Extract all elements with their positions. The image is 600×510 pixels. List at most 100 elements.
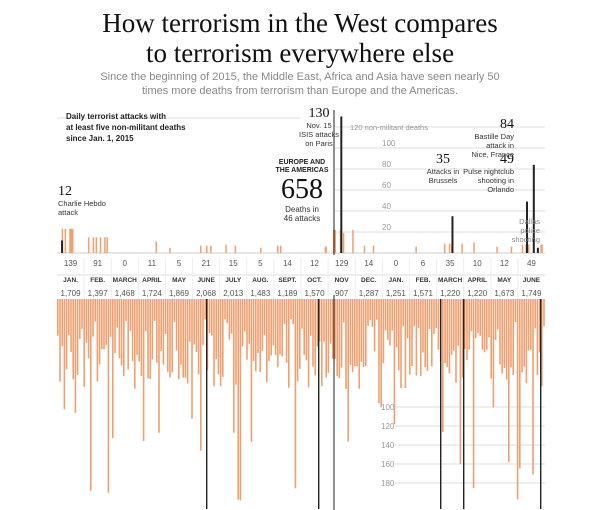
month-rest-value: 1,570 (305, 289, 326, 298)
month-label: JUNE (197, 277, 215, 284)
rest-attack-bar (327, 299, 330, 373)
rest-attack-bar (87, 299, 90, 359)
rest-attack-bar (398, 299, 400, 371)
rest-attack-bar (202, 299, 204, 346)
rest-attack-bar (479, 299, 481, 336)
rest-attack-bar (483, 299, 486, 353)
west-attack-bar (95, 237, 98, 253)
rest-attack-bar (164, 299, 167, 335)
rest-attack-bar (505, 299, 508, 380)
rest-attack-bar (98, 299, 101, 365)
rest-attack-bar (494, 299, 497, 341)
rest-attack-bar (523, 299, 525, 367)
rest-attack-bar (211, 299, 213, 336)
rest-attack-bar (508, 299, 510, 463)
rest-attack-bar (444, 299, 446, 364)
highlight-attack-bar (61, 240, 64, 253)
rest-attack-bar (402, 299, 404, 327)
month-rest-value: 1,220 (440, 289, 461, 298)
chart-title: How terrorism in the West compares to te… (0, 8, 600, 68)
rest-attack-bar (74, 299, 77, 414)
month-label: APRIL (467, 277, 487, 284)
month-label: FEB. (416, 277, 431, 284)
west-attack-bar (363, 245, 366, 253)
rest-attack-bar (153, 299, 156, 321)
month-rest-value: 1,483 (250, 289, 271, 298)
west-attack-bar (169, 247, 171, 253)
rest-attack-bar (129, 299, 132, 331)
rest-attack-bar (125, 299, 127, 322)
month-west-value: 11 (148, 259, 157, 268)
rest-attack-bar (195, 299, 198, 353)
annotation-text: on Paris (305, 139, 333, 148)
rest-attack-bar (114, 299, 116, 353)
rest-attack-bar (380, 299, 382, 408)
month-west-value: 49 (527, 259, 536, 268)
annotation-text: shooting (512, 235, 540, 244)
rest-attack-bar (96, 299, 99, 382)
rest-attack-bar (525, 299, 528, 384)
highlight-attack-bar (340, 116, 343, 253)
bottom-tick-label: 160 (381, 460, 395, 469)
rest-attack-bar (237, 299, 239, 500)
west-attack-bar (92, 237, 95, 253)
rest-attack-bar (292, 299, 294, 325)
month-label: DEC. (361, 277, 377, 284)
month-west-value: 21 (202, 259, 211, 268)
annotation-text: Brussels (429, 176, 458, 185)
highlight-attack-bar (536, 247, 539, 253)
rest-attack-bar (437, 299, 440, 350)
rest-attack-bar (61, 299, 63, 347)
annotation-text: shooting in (478, 176, 514, 185)
rest-attack-bar (116, 299, 118, 328)
rest-attack-bar (378, 299, 380, 404)
month-rest-value: 1,287 (359, 289, 380, 298)
month-label: JULY (225, 277, 242, 284)
top-ceiling-label: 120 non-militant deaths (350, 123, 428, 132)
rest-attack-bar (519, 299, 521, 469)
rest-attack-bar (538, 299, 541, 353)
rest-attack-bar (349, 299, 352, 365)
rest-attack-bar (281, 299, 283, 357)
rest-attack-bar (369, 299, 371, 321)
rest-attack-bar (400, 299, 402, 389)
rest-attack-bar (299, 299, 301, 369)
rest-attack-bar (406, 299, 409, 339)
month-rest-value: 1,673 (494, 289, 515, 298)
west-attack-bar (106, 237, 108, 253)
rest-attack-bar (413, 299, 415, 327)
rest-attack-bar (294, 299, 297, 489)
rest-attack-bar (391, 299, 393, 331)
rest-attack-bar (433, 299, 435, 334)
rest-attack-bar (92, 299, 94, 337)
west-attack-bar (210, 245, 212, 253)
annotation-text: attack (58, 208, 78, 217)
month-west-value: 0 (123, 259, 128, 268)
chart-title-line2: to terrorism everywhere else (145, 38, 455, 68)
rest-attack-bar (206, 299, 209, 371)
description-label-line1: Daily terrorist attacks with (66, 112, 166, 121)
rest-attack-bar (76, 299, 79, 375)
rest-attack-bar (303, 299, 305, 355)
month-rest-value: 1,468 (115, 289, 136, 298)
bottom-tick-label: 100 (381, 403, 395, 412)
rest-attack-bar (424, 299, 426, 367)
west-attack-bar (64, 228, 67, 253)
month-west-value: 15 (229, 259, 238, 268)
rest-attack-bar (332, 299, 334, 359)
rest-attack-bar (127, 299, 129, 370)
rest-attack-bar (305, 299, 308, 361)
west-attack-bar (372, 245, 375, 253)
annotation-text: attack in (486, 141, 514, 150)
month-label: MARCH (113, 277, 137, 284)
rest-attack-bar (200, 299, 202, 451)
rest-attack-bar (336, 299, 338, 377)
rest-attack-bar (466, 299, 468, 361)
annotation-text: Bastille Day (474, 132, 514, 141)
top-tick-label: 80 (382, 160, 391, 169)
rest-attack-bar (360, 299, 363, 362)
annotation-text: police (520, 226, 540, 235)
rest-attack-bar (147, 299, 149, 379)
rest-attack-bar (329, 299, 332, 344)
rest-attack-bar (217, 299, 220, 375)
